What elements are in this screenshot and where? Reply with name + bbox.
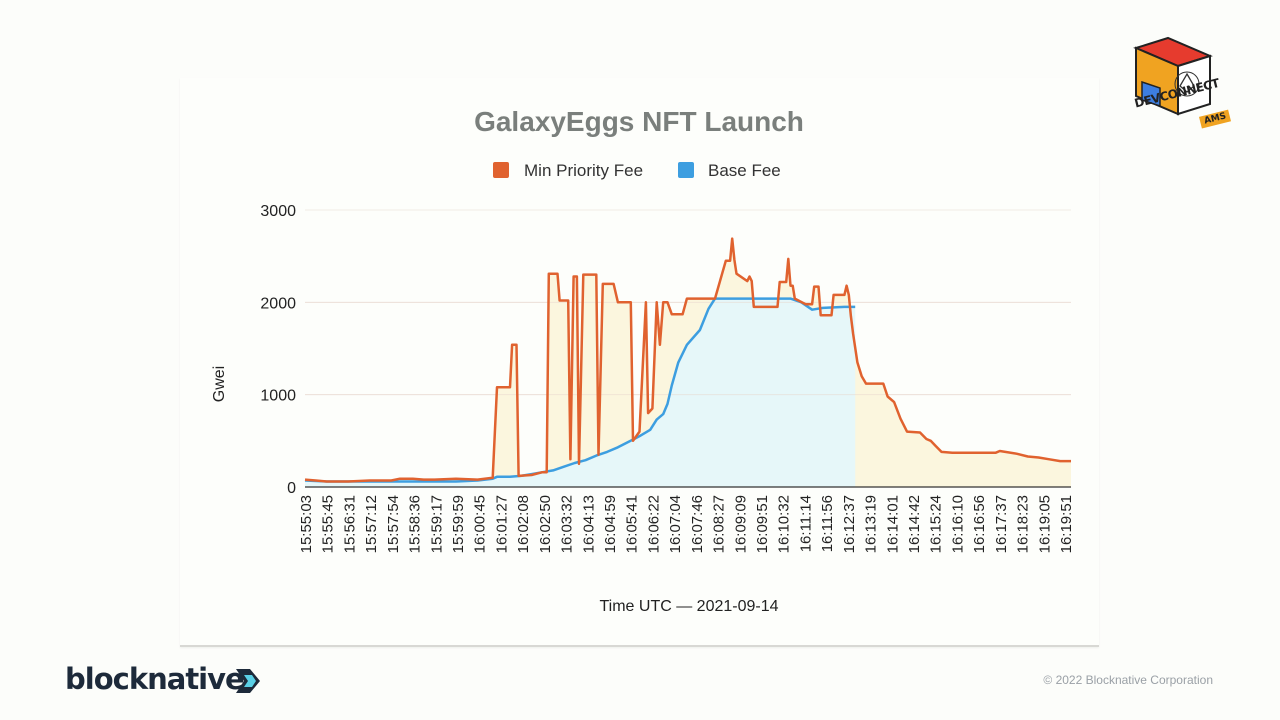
x-tick-label: 16:07:46 (689, 495, 706, 553)
y-tick-label: 0 (287, 480, 296, 497)
x-tick-label: 16:18:23 (1015, 495, 1032, 553)
x-tick-label: 16:10:32 (776, 495, 793, 553)
y-tick-labels: 0 1000 2000 3000 (260, 203, 296, 497)
x-tick-label: 16:15:24 (928, 495, 945, 553)
x-tick-label: 16:16:56 (971, 495, 988, 553)
legend-swatch-base-fee (678, 162, 694, 178)
x-axis-label: Time UTC — 2021-09-14 (599, 598, 778, 615)
blocknative-cube-icon (236, 669, 260, 693)
legend: Min Priority Fee Base Fee (493, 161, 781, 180)
x-tick-label: 16:00:45 (472, 495, 489, 553)
x-tick-label: 16:02:50 (537, 495, 554, 553)
x-tick-label: 16:19:51 (1058, 495, 1075, 553)
x-tick-label: 16:09:51 (754, 495, 771, 553)
x-tick-label: 16:04:13 (580, 495, 597, 553)
legend-label-min-priority-fee: Min Priority Fee (524, 161, 643, 180)
x-tick-label: 15:55:03 (298, 495, 315, 553)
copyright-text: © 2022 Blocknative Corporation (1043, 673, 1213, 687)
y-tick-label: 1000 (260, 388, 296, 405)
x-tick-labels: 15:55:03 15:55:45 15:56:31 15:57:12 15:57:54… (298, 495, 1075, 553)
x-tick-label: 16:19:05 (1036, 495, 1053, 553)
x-tick-label: 16:08:27 (711, 495, 728, 553)
x-tick-label: 16:05:41 (624, 495, 641, 553)
x-tick-label: 15:57:54 (385, 495, 402, 553)
x-tick-label: 15:57:12 (363, 495, 380, 553)
legend-label-base-fee: Base Fee (708, 161, 781, 180)
x-tick-label: 16:09:09 (732, 495, 749, 553)
x-tick-label: 16:13:19 (863, 495, 880, 553)
x-tick-label: 15:56:31 (341, 495, 358, 553)
x-tick-label: 16:11:56 (819, 495, 836, 552)
x-tick-label: 16:03:32 (559, 495, 576, 553)
x-tick-label: 15:59:17 (428, 495, 445, 553)
x-tick-label: 16:12:37 (841, 495, 858, 553)
blocknative-wordmark: blocknative (65, 662, 245, 696)
x-tick-label: 15:55:45 (320, 495, 337, 553)
x-tick-label: 16:02:08 (515, 495, 532, 553)
y-axis-label: Gwei (211, 366, 228, 402)
x-tick-label: 16:01:27 (493, 495, 510, 553)
x-tick-label: 16:16:10 (949, 495, 966, 553)
y-tick-label: 3000 (260, 203, 296, 220)
line-base-fee (304, 297, 856, 483)
x-tick-label: 16:04:59 (602, 495, 619, 553)
legend-swatch-min-priority-fee (493, 162, 509, 178)
x-tick-label: 16:11:14 (797, 495, 814, 552)
chart-card: GalaxyEggs NFT Launch Min Priority Fee B… (180, 78, 1099, 647)
x-tick-label: 16:17:37 (993, 495, 1010, 553)
x-tick-label: 16:06:22 (645, 495, 662, 553)
x-tick-label: 16:07:04 (667, 495, 684, 553)
line-min-priority-fee (304, 237, 1071, 483)
area-base-fee (305, 298, 856, 487)
x-tick-label: 16:14:42 (906, 495, 923, 553)
chart-svg: GalaxyEggs NFT Launch Min Priority Fee B… (211, 106, 1075, 615)
chart-title: GalaxyEggs NFT Launch (474, 106, 804, 137)
y-tick-label: 2000 (260, 295, 296, 312)
x-tick-label: 16:14:01 (884, 495, 901, 553)
x-tick-label: 15:59:59 (450, 495, 467, 553)
x-tick-label: 15:58:36 (407, 495, 424, 553)
devconnect-logo-icon (1133, 36, 1213, 116)
area-fills (305, 238, 1071, 487)
series-lines (304, 237, 1071, 483)
